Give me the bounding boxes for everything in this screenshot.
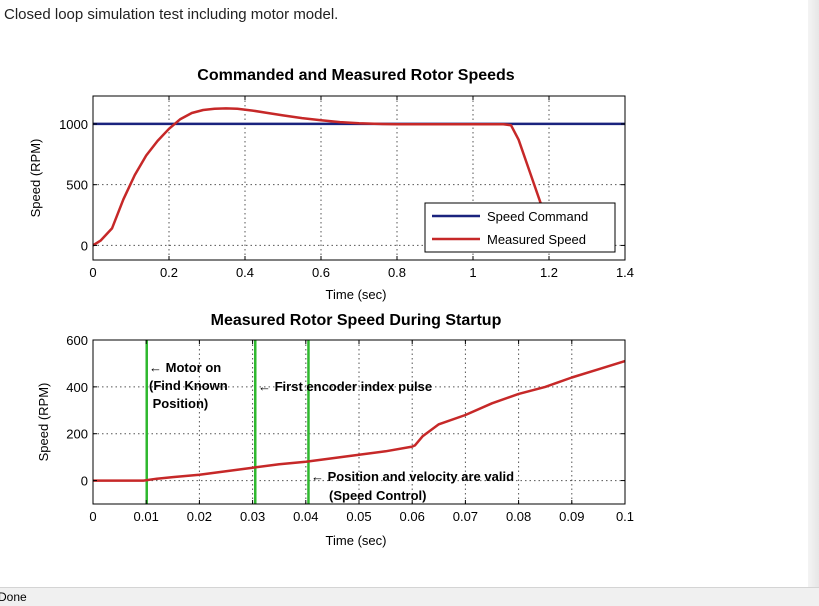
chart2-series-measured-speed	[93, 359, 625, 482]
annotation-valid-line2: (Speed Control)	[329, 488, 427, 503]
annotation-motor-on-line2: (Find Known	[149, 378, 228, 393]
chart1-ylabel: Speed (RPM)	[28, 139, 43, 218]
chart2-ytick-label: 600	[66, 333, 88, 348]
chart1-xtick-label: 1	[469, 265, 476, 280]
chart2-xtick-label: 0.05	[346, 509, 371, 524]
figure-canvas: Commanded and Measured Rotor Speeds 0 0.2…	[28, 67, 634, 548]
chart2-ytick-label: 400	[66, 380, 88, 395]
chart2-ticks: 0 0.01 0.02 0.03 0.04 0.05 0.06 0.07 0.08 0.09 0.1…	[66, 333, 634, 524]
chart2-xtick-label: 0.06	[400, 509, 425, 524]
chart1-xlabel: Time (sec)	[326, 287, 387, 302]
chart2-xtick-label: 0	[89, 509, 96, 524]
chart-startup-speed: Measured Rotor Speed During Startup 0 0.0…	[36, 312, 634, 548]
chart2-event-lines	[145, 340, 310, 504]
legend-box	[424, 202, 616, 253]
chart2-xtick-label: 0.08	[506, 509, 531, 524]
status-text: Done	[0, 590, 27, 604]
chart1-series-group	[93, 107, 625, 247]
chart1-xtick-label: 0.6	[312, 265, 330, 280]
chart1-series-measured-speed	[93, 107, 551, 247]
chart2-xtick-label: 0.04	[293, 509, 318, 524]
chart1-xtick-label: 1.4	[616, 265, 634, 280]
window-right-edge	[808, 0, 819, 587]
legend-label-speed-command: Speed Command	[487, 209, 588, 224]
chart2-ylabel: Speed (RPM)	[36, 383, 51, 462]
chart1-xtick-label: 0	[89, 265, 96, 280]
chart2-ytick-label: 200	[66, 427, 88, 442]
chart1-legend: Speed Command Measured Speed	[424, 202, 616, 253]
legend-label-measured-speed: Measured Speed	[487, 232, 586, 247]
chart1-ticks: 0 0.2 0.4 0.6 0.8 1 1.2 1.4 0 500 1000	[59, 96, 634, 280]
chart2-series-group	[93, 359, 625, 482]
annotation-valid-line1: ← Position and velocity are valid	[311, 469, 514, 484]
annotation-motor-on-line1: ← Motor on	[149, 360, 221, 375]
chart2-annotation-valid: ← Position and velocity are valid (Speed…	[311, 469, 514, 503]
chart1-ytick-label: 0	[81, 238, 88, 253]
chart2-grid	[93, 340, 625, 504]
chart2-xtick-label: 0.02	[187, 509, 212, 524]
chart1-xtick-label: 0.2	[160, 265, 178, 280]
chart2-ytick-label: 0	[81, 474, 88, 489]
chart-commanded-measured: Commanded and Measured Rotor Speeds 0 0.2…	[28, 67, 634, 302]
annotation-first-index-pulse: ← First encoder index pulse	[258, 379, 432, 394]
chart2-xtick-label: 0.01	[134, 509, 159, 524]
chart2-xtick-label: 0.07	[453, 509, 478, 524]
chart1-xtick-label: 1.2	[540, 265, 558, 280]
chart2-xtick-label: 0.09	[559, 509, 584, 524]
chart1-xtick-label: 0.8	[388, 265, 406, 280]
chart1-ytick-label: 1000	[59, 117, 88, 132]
annotation-motor-on-line3: Position)	[149, 396, 208, 411]
chart1-ytick-label: 500	[66, 178, 88, 193]
chart2-title: Measured Rotor Speed During Startup	[211, 312, 502, 329]
chart2-xtick-label: 0.03	[240, 509, 265, 524]
chart1-axes-box	[92, 95, 626, 261]
chart2-xlabel: Time (sec)	[326, 533, 387, 548]
chart1-xtick-label: 0.4	[236, 265, 254, 280]
chart1-title: Commanded and Measured Rotor Speeds	[197, 67, 514, 84]
status-bar: Done	[0, 587, 819, 606]
chart2-xtick-label: 0.1	[616, 509, 634, 524]
chart2-annotation-motor-on: ← Motor on (Find Known Position)	[149, 360, 228, 411]
page-caption: Closed loop simulation test including mo…	[4, 6, 339, 23]
